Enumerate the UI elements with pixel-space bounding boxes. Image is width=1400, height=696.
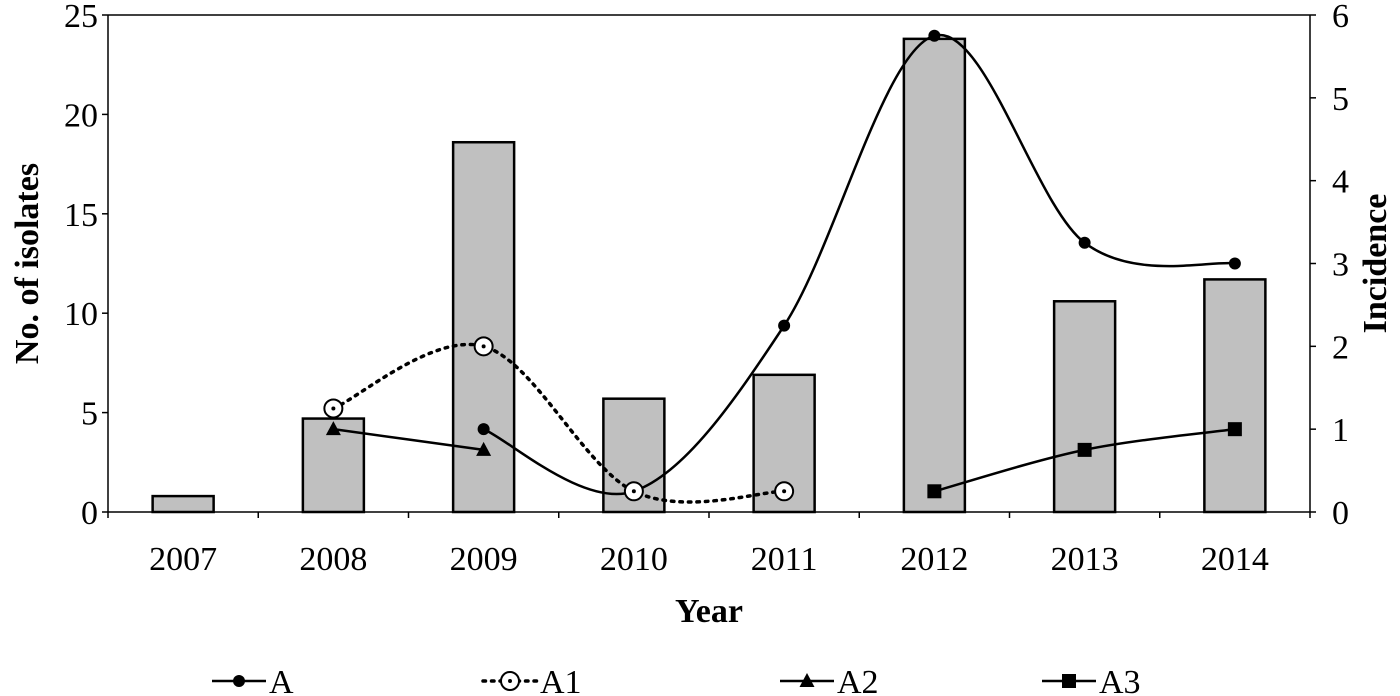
point-A2-2008	[325, 421, 341, 436]
bars-layer	[151, 37, 1267, 514]
x-tick-label: 2011	[751, 541, 818, 578]
bar-2013	[1052, 300, 1117, 514]
bar-2009	[451, 140, 516, 514]
point-A-2011	[778, 319, 791, 332]
y2-tick-label: 1	[1332, 412, 1349, 449]
legend-label-A3: A3	[1099, 664, 1141, 696]
point-A3-2014	[1227, 422, 1242, 437]
point-A1-2009-center	[481, 344, 486, 349]
point-A3-2012	[927, 484, 942, 499]
legend-marker-A1-center	[508, 679, 512, 683]
series-line-A1	[331, 342, 786, 504]
legend-marker-A2	[799, 673, 815, 687]
y-tick-label: 15	[64, 197, 98, 234]
y2-tick-label: 0	[1332, 495, 1349, 532]
point-A1-2010-center	[631, 489, 636, 494]
y-axis-title: No. of isolates	[9, 163, 46, 364]
y2-tick-label: 3	[1332, 247, 1349, 284]
legend-marker-A	[233, 675, 245, 687]
bar-2007	[151, 494, 215, 514]
x-tick-label: 2013	[1051, 541, 1119, 578]
bar-2012	[902, 37, 967, 514]
x-tick-label: 2007	[149, 541, 217, 578]
y-tick-label: 20	[64, 97, 98, 134]
x-tick-label: 2010	[600, 541, 668, 578]
legend-label-A: A	[269, 664, 294, 696]
point-A3-2013	[1077, 442, 1092, 457]
point-A-2012	[928, 29, 941, 42]
y2-tick-label: 5	[1332, 81, 1349, 118]
point-A1-2011-center	[782, 489, 787, 494]
point-A-2009	[477, 423, 490, 436]
y2-tick-label: 4	[1332, 164, 1349, 201]
x-tick-label: 2008	[299, 541, 367, 578]
y-tick-label: 5	[81, 396, 98, 433]
series-line-A	[483, 33, 1236, 496]
point-A-2014	[1228, 257, 1241, 270]
y-tick-label: 10	[64, 296, 98, 333]
legend-label-A1: A1	[540, 664, 582, 696]
point-A-2013	[1078, 236, 1091, 249]
x-tick-label: 2012	[900, 541, 968, 578]
x-axis-title: Year	[675, 593, 743, 630]
bar-2014	[1203, 278, 1267, 514]
legend-label-A2: A2	[837, 664, 879, 696]
legend: A A1 A2 A3	[212, 664, 1141, 696]
y2-tick-label: 6	[1332, 0, 1349, 35]
y-tick-label: 0	[81, 495, 98, 532]
y2-axis-title: Incidence	[1357, 194, 1394, 334]
x-tick-label: 2014	[1201, 541, 1269, 578]
lines-layer	[323, 29, 1242, 504]
series-line-A2	[333, 427, 484, 452]
point-A1-2008-center	[331, 406, 336, 411]
legend-marker-A3	[1062, 674, 1076, 688]
axes-layer: 0 5 10 15 20 25 0 1 2 3 4 5 6 2007 2008 2009 2010 2011 201…	[9, 0, 1394, 630]
y2-tick-label: 2	[1332, 329, 1349, 366]
y-tick-label: 25	[64, 0, 98, 35]
point-A2-2009	[476, 441, 492, 456]
x-tick-label: 2009	[450, 541, 518, 578]
